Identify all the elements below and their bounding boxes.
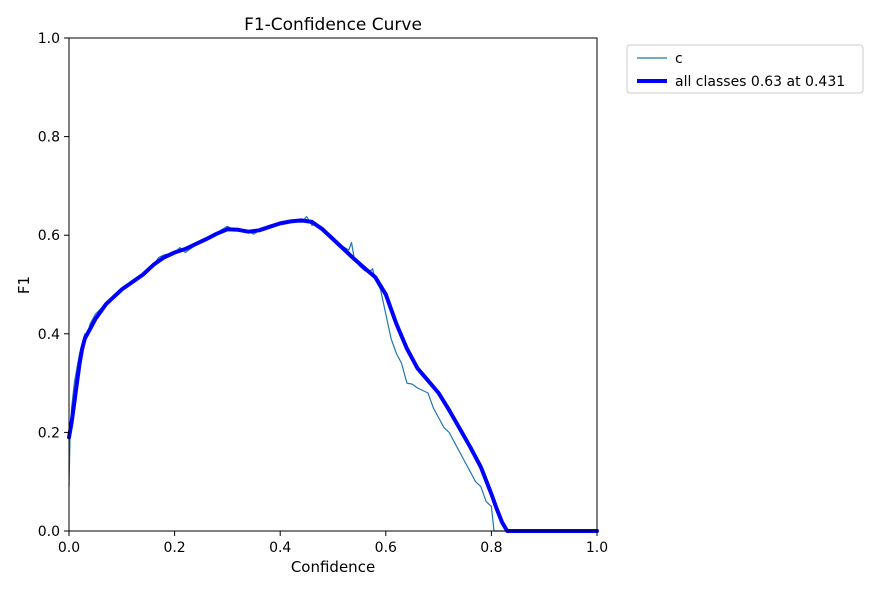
- y-tick-label: 0.6: [38, 228, 60, 244]
- x-tick-label: 0.2: [163, 540, 185, 556]
- y-tick-label: 0.4: [38, 327, 60, 343]
- y-tick-label: 1.0: [38, 31, 60, 47]
- legend-box: [626, 44, 864, 94]
- x-tick-label: 0.6: [375, 540, 397, 556]
- x-tick-label: 0.8: [480, 540, 502, 556]
- legend-label-c: c: [675, 51, 683, 67]
- x-tick-label: 1.0: [586, 540, 608, 556]
- plot-area: [67, 37, 599, 533]
- y-tick-label: 0.2: [38, 425, 60, 441]
- chart-title: F1-Confidence Curve: [244, 15, 422, 35]
- legend: c all classes 0.63 at 0.431: [626, 44, 864, 94]
- y-tick-label: 0.0: [38, 524, 60, 540]
- y-axis-label: F1: [15, 276, 33, 294]
- legend-label-all-classes: all classes 0.63 at 0.431: [675, 74, 845, 90]
- plot-frame: [68, 37, 598, 532]
- series-layer: [67, 215, 599, 533]
- y-tick-label: 0.8: [38, 130, 60, 146]
- x-axis-label: Confidence: [291, 558, 375, 576]
- x-tick-label: 0.0: [58, 540, 80, 556]
- series-line-all-classes: [67, 218, 599, 533]
- x-tick-label: 0.4: [269, 540, 291, 556]
- y-axis: 0.0 0.2 0.4 0.6 0.8 1.0: [38, 31, 69, 540]
- x-axis: 0.0 0.2 0.4 0.6 0.8 1.0: [58, 531, 608, 556]
